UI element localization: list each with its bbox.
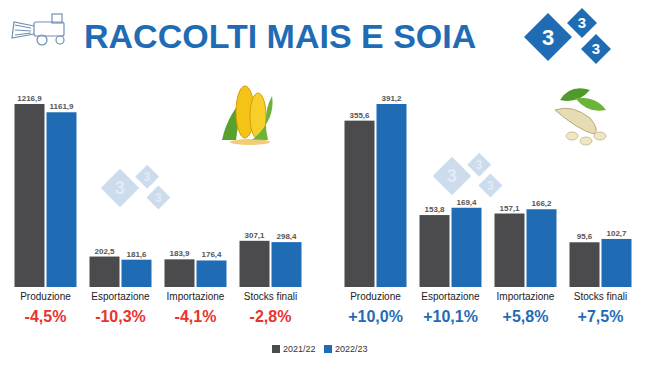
bar	[272, 242, 302, 287]
logo-digit: 3	[447, 166, 457, 186]
data-label: 102,7	[606, 229, 627, 238]
soy-leaf	[575, 98, 606, 111]
data-label: 202,5	[94, 247, 115, 256]
data-label: 169,4	[456, 198, 477, 207]
logo-digit: 3	[115, 178, 125, 198]
logo-diamond	[581, 34, 611, 64]
data-label: 95,6	[577, 232, 593, 241]
category-label: Stocks finali	[244, 291, 297, 302]
data-label: 183,9	[169, 249, 190, 258]
logo-digit: 3	[476, 158, 483, 172]
bar	[90, 257, 120, 287]
bar	[495, 214, 525, 287]
harvester-lines	[15, 25, 31, 35]
soy-bean	[566, 132, 578, 140]
logo-diamond	[467, 153, 491, 177]
data-label: 307,1	[244, 231, 265, 240]
labels: 355,6 391,2 Produzione +10,0% 153,8 169,4 Espo…	[348, 94, 627, 325]
bar	[527, 209, 557, 287]
bar	[240, 241, 270, 287]
change-label: -4,5%	[25, 308, 67, 325]
soy-bean	[594, 132, 606, 140]
corn-icon	[222, 86, 273, 145]
harvester-icon	[12, 14, 64, 45]
data-label: 181,6	[126, 250, 147, 259]
category-label: Produzione	[20, 291, 71, 302]
data-label: 1216,9	[17, 94, 42, 103]
chart-canvas: RACCOLTI MAIS E SOIA3333333331216,91161,…	[0, 0, 650, 366]
logo-diamond	[433, 157, 471, 195]
bar	[452, 208, 482, 287]
logo-digit: 3	[592, 40, 600, 57]
change-label: +10,1%	[423, 308, 478, 325]
watermark: 333	[433, 153, 503, 198]
labels: 1216,9 1161,9 Produzione -4,5% 202,5 181,6 Esp…	[17, 94, 297, 325]
category-label: Produzione	[350, 291, 401, 302]
harvester-header	[12, 22, 34, 38]
logo-digit: 3	[487, 179, 494, 193]
change-label: +5,8%	[503, 308, 549, 325]
page: RACCOLTI MAIS E SOIA3333333331216,91161,…	[0, 0, 650, 366]
logo-diamond	[567, 8, 597, 38]
bars	[15, 104, 302, 287]
data-label: 166,2	[531, 199, 552, 208]
bar	[47, 112, 77, 287]
bar	[420, 215, 450, 287]
data-label: 1161,9	[49, 102, 74, 111]
data-label: 157,1	[499, 204, 520, 213]
category-label: Stocks finali	[574, 291, 627, 302]
change-label: -10,3%	[95, 308, 146, 325]
legend-label: 2021/22	[283, 344, 316, 354]
logo: 333	[524, 8, 611, 64]
change-label: +7,5%	[578, 308, 624, 325]
bar	[15, 104, 45, 287]
bar	[122, 260, 152, 287]
change-label: +10,0%	[348, 308, 403, 325]
harvester-cab	[52, 14, 62, 23]
category-label: Esportazione	[91, 291, 150, 302]
data-label: 391,2	[381, 94, 402, 103]
logo-digit: 3	[542, 25, 554, 50]
legend-swatch	[324, 345, 332, 353]
logo-diamond	[146, 186, 170, 210]
logo-digit: 3	[578, 14, 586, 31]
logo-diamond	[478, 174, 502, 198]
bar	[165, 259, 195, 287]
data-label: 153,8	[424, 205, 445, 214]
bar	[570, 242, 600, 287]
data-label: 355,6	[349, 111, 370, 120]
data-label: 298,4	[276, 232, 297, 241]
legend: 2021/22 2022/23	[272, 344, 368, 354]
harvester-wheel	[56, 36, 64, 44]
corn-leaf	[252, 96, 273, 140]
bar	[345, 121, 375, 287]
logo-digit: 3	[144, 170, 151, 184]
logo-diamond	[101, 169, 139, 207]
legend-label: 2022/23	[335, 344, 368, 354]
logo-digit: 3	[155, 191, 162, 205]
harvester-body	[34, 22, 64, 36]
soy-icon	[555, 88, 606, 145]
bar	[377, 104, 407, 287]
corn-kernels	[230, 139, 270, 145]
legend-swatch	[272, 345, 280, 353]
bar	[197, 260, 227, 287]
harvester-wheel	[37, 35, 47, 45]
bar	[602, 239, 632, 287]
logo-diamond	[135, 165, 159, 189]
category-label: Importazione	[497, 291, 555, 302]
change-label: -2,8%	[250, 308, 292, 325]
change-label: -4,1%	[175, 308, 217, 325]
soy-bean	[580, 137, 592, 145]
category-label: Esportazione	[421, 291, 480, 302]
category-label: Importazione	[167, 291, 225, 302]
bars	[345, 104, 632, 287]
title: RACCOLTI MAIS E SOIA	[84, 17, 476, 55]
soy-pod	[555, 108, 596, 134]
logo-diamond	[524, 13, 572, 61]
watermark: 333	[101, 165, 171, 210]
data-label: 176,4	[201, 250, 222, 259]
